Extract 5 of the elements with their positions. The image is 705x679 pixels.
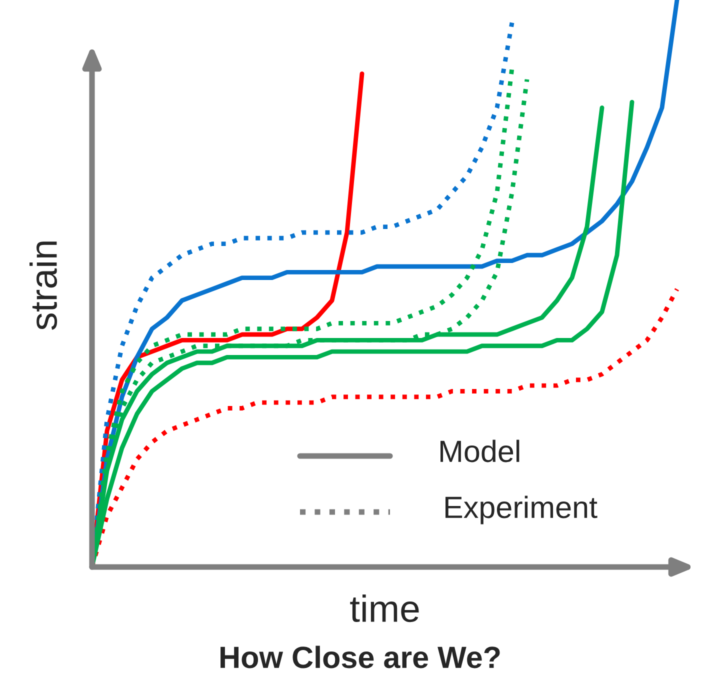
- y-axis-title: strain: [30, 242, 58, 330]
- annotation: Experiment: [446, 496, 598, 524]
- annotation: Model: [440, 440, 520, 462]
- x-axis-title: time: [350, 594, 419, 622]
- text: How Close are We?: [220, 646, 500, 668]
